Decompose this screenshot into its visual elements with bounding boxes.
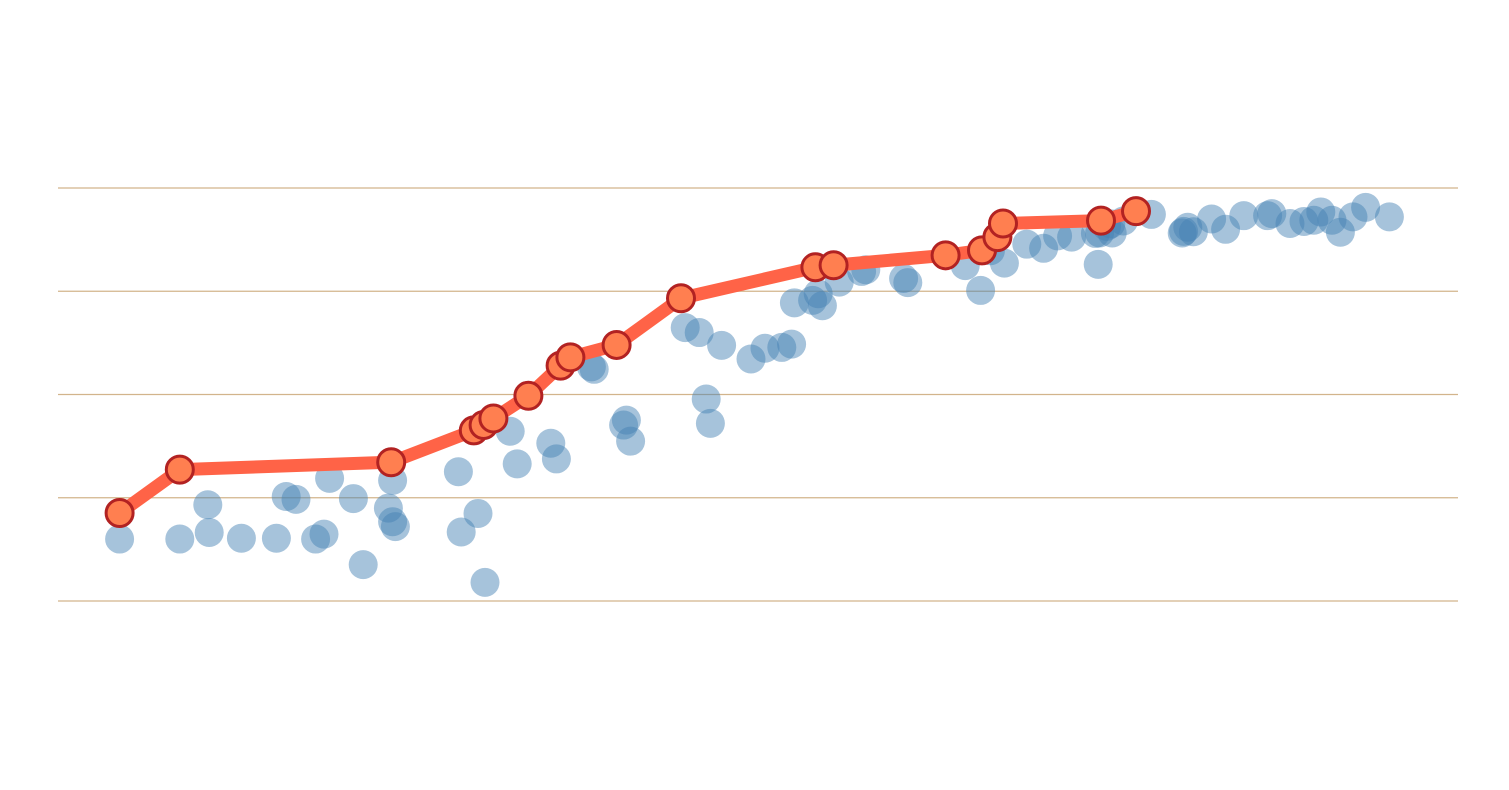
scatter-point bbox=[502, 449, 532, 479]
scatter-point bbox=[446, 517, 476, 547]
frontier-point bbox=[513, 380, 544, 411]
scatter-point bbox=[750, 333, 780, 363]
scatter-point bbox=[1338, 202, 1368, 232]
frontier-point bbox=[164, 454, 195, 485]
scatter-point bbox=[105, 524, 135, 554]
scatter-point bbox=[1374, 202, 1404, 232]
scatter-point bbox=[1253, 201, 1283, 231]
scatter-point bbox=[736, 344, 766, 374]
scatter-point bbox=[616, 426, 646, 456]
scatter-point bbox=[1178, 217, 1208, 247]
scatter-point bbox=[541, 444, 571, 474]
scatter-point bbox=[536, 428, 566, 458]
scatter-point bbox=[261, 523, 291, 553]
scatter-point bbox=[1289, 206, 1319, 236]
scatter-point bbox=[579, 354, 609, 384]
scatter-point bbox=[1029, 233, 1059, 263]
scatter-point bbox=[301, 524, 331, 554]
scatter-point bbox=[779, 288, 809, 318]
scatter-point bbox=[1325, 217, 1355, 247]
grid-layer bbox=[58, 187, 1458, 602]
scatter-point bbox=[309, 519, 339, 549]
scatter-point bbox=[281, 484, 311, 514]
frontier-point bbox=[478, 403, 509, 434]
frontier-point bbox=[601, 329, 632, 360]
scatter-point bbox=[194, 517, 224, 547]
scatter-point bbox=[463, 498, 493, 528]
scatter-point bbox=[670, 313, 700, 343]
scatter-point bbox=[966, 275, 996, 305]
scatter-point bbox=[609, 410, 639, 440]
scatter-point bbox=[695, 408, 725, 438]
frontier-point bbox=[666, 283, 696, 314]
scatter-point bbox=[373, 493, 403, 523]
scatter-point bbox=[777, 329, 807, 359]
frontier-point bbox=[376, 447, 407, 478]
scatter-point bbox=[1229, 201, 1259, 231]
scatter-point bbox=[1257, 199, 1287, 229]
scatter-point bbox=[226, 523, 256, 553]
scatter-point bbox=[889, 263, 919, 293]
scatter-layer bbox=[105, 192, 1404, 597]
scatter-point bbox=[338, 484, 368, 514]
frontier-point bbox=[818, 250, 849, 281]
scatter-point bbox=[1057, 222, 1087, 252]
scatter-point bbox=[611, 405, 641, 435]
scatter-point bbox=[1169, 216, 1199, 246]
frontier-point bbox=[1121, 196, 1151, 227]
scatter-point bbox=[443, 457, 473, 487]
scatter-point bbox=[1197, 204, 1227, 234]
frontier-point bbox=[1086, 205, 1116, 236]
scatter-point bbox=[1173, 212, 1203, 242]
scatter-point bbox=[893, 268, 923, 298]
frontier-point bbox=[930, 240, 961, 271]
scatter-point bbox=[1299, 205, 1329, 235]
scatter-point bbox=[193, 490, 223, 520]
scatter-point bbox=[1275, 209, 1305, 239]
scatter-point bbox=[1351, 192, 1381, 222]
scatter-point bbox=[348, 550, 378, 580]
scatter-point bbox=[684, 318, 714, 348]
scatter-point bbox=[470, 567, 500, 597]
scatter-point bbox=[378, 507, 408, 537]
scatter-point bbox=[271, 482, 301, 512]
scatter-point bbox=[1317, 205, 1347, 235]
scatter-point bbox=[691, 384, 721, 414]
scatter-point bbox=[1167, 218, 1197, 248]
frontier-point bbox=[104, 498, 135, 529]
scatter-point bbox=[165, 524, 195, 554]
scatter-point bbox=[803, 279, 833, 309]
frontier-point bbox=[988, 208, 1018, 239]
scatter-point bbox=[1211, 214, 1241, 244]
scatter-point bbox=[1012, 229, 1042, 259]
scatter-point bbox=[989, 248, 1019, 278]
scatter-point bbox=[380, 512, 410, 542]
frontier-marker-layer bbox=[104, 196, 1151, 529]
scatter-point bbox=[1043, 221, 1073, 251]
scatter-point bbox=[767, 332, 797, 362]
scatter-point bbox=[707, 330, 737, 360]
scatter-point bbox=[807, 291, 837, 321]
scatter-point bbox=[798, 285, 828, 315]
scatter-point bbox=[1083, 249, 1113, 279]
scatter-point bbox=[1306, 197, 1336, 227]
frontier-point bbox=[555, 342, 586, 373]
